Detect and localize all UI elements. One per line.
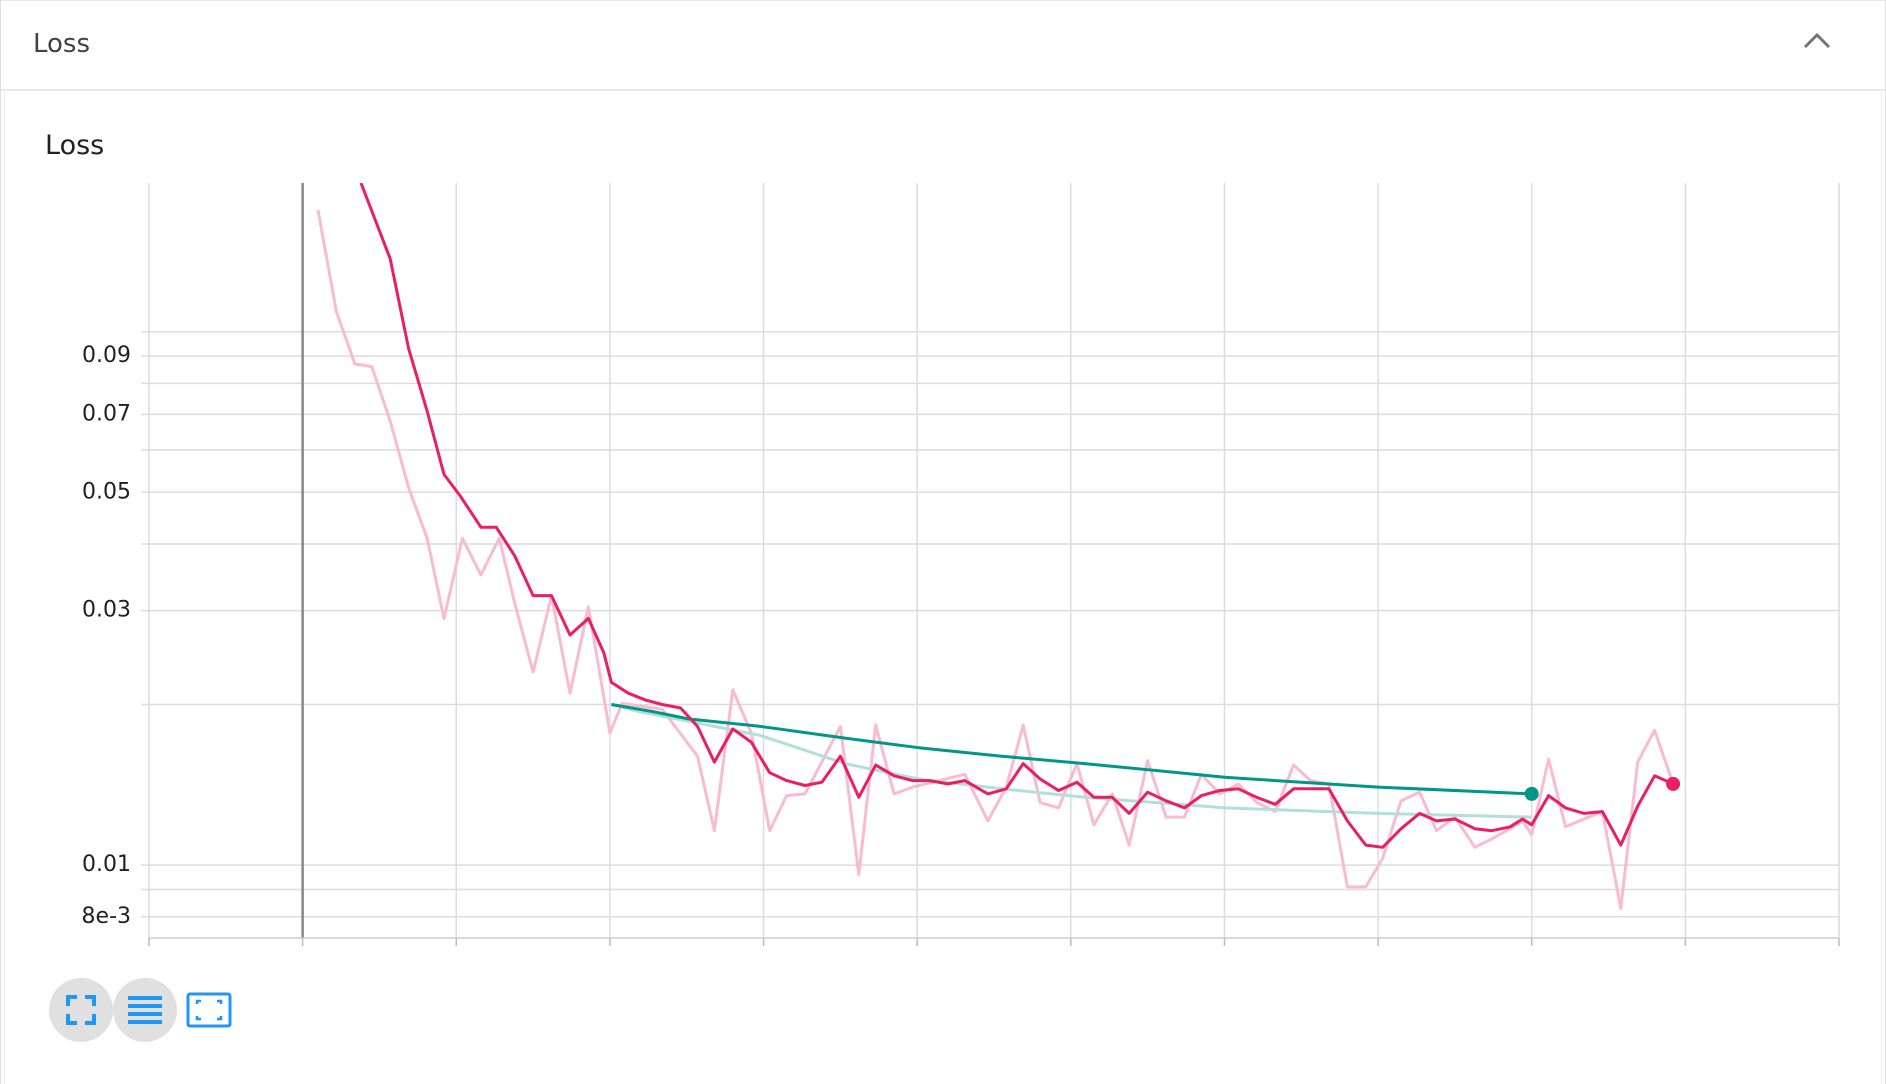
fullscreen-icon bbox=[66, 995, 96, 1025]
y-tick-label: 8e-3 bbox=[82, 904, 131, 929]
chart-card: Loss 0.09 0.07 0.05 0.03 0.01 8e-3 bbox=[4, 90, 1882, 1084]
fit-icon bbox=[186, 992, 232, 1028]
y-tick-label: 0.01 bbox=[82, 852, 131, 877]
log-scale-button[interactable] bbox=[113, 978, 177, 1042]
y-tick-label: 0.03 bbox=[82, 598, 131, 623]
fit-domain-button[interactable] bbox=[177, 978, 241, 1042]
y-tick-label: 0.05 bbox=[82, 479, 131, 504]
end-marker bbox=[1524, 786, 1539, 801]
lines-icon bbox=[128, 996, 162, 1024]
series-line bbox=[611, 703, 1532, 796]
series-line bbox=[359, 183, 1674, 849]
fullscreen-button[interactable] bbox=[49, 978, 113, 1042]
y-tick-label: 0.07 bbox=[82, 401, 131, 426]
series-line bbox=[316, 209, 1675, 910]
series-line bbox=[611, 703, 1532, 819]
chart: 0.09 0.07 0.05 0.03 0.01 8e-3 bbox=[82, 183, 1840, 946]
y-tick-label: 0.09 bbox=[82, 343, 131, 368]
section-title: Loss bbox=[33, 29, 91, 59]
collapse-icon[interactable] bbox=[1801, 31, 1833, 51]
end-marker bbox=[1666, 776, 1681, 791]
section-header[interactable]: Loss bbox=[1, 0, 1885, 91]
chart-title: Loss bbox=[45, 130, 105, 161]
